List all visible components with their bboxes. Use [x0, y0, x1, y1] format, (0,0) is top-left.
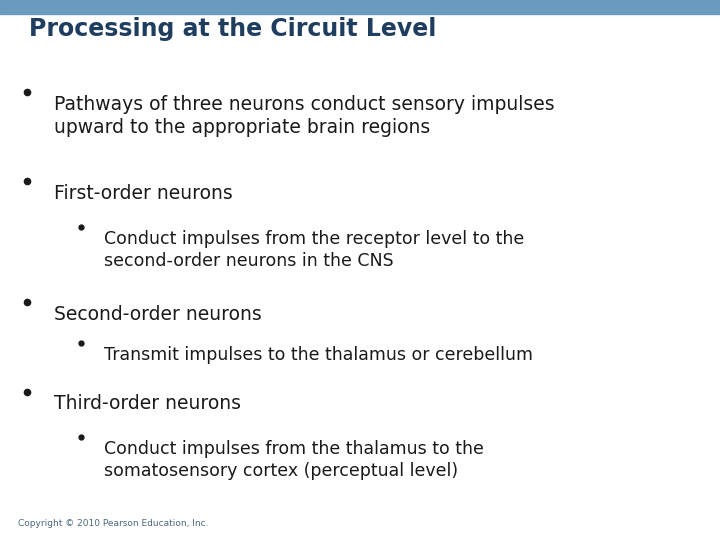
- Text: Processing at the Circuit Level: Processing at the Circuit Level: [29, 17, 436, 40]
- Text: Transmit impulses to the thalamus or cerebellum: Transmit impulses to the thalamus or cer…: [104, 346, 534, 363]
- Text: Pathways of three neurons conduct sensory impulses
upward to the appropriate bra: Pathways of three neurons conduct sensor…: [54, 94, 554, 137]
- Text: Conduct impulses from the thalamus to the
somatosensory cortex (perceptual level: Conduct impulses from the thalamus to th…: [104, 440, 485, 480]
- Text: Second-order neurons: Second-order neurons: [54, 305, 262, 324]
- Text: Copyright © 2010 Pearson Education, Inc.: Copyright © 2010 Pearson Education, Inc.: [18, 519, 209, 528]
- Bar: [0, 0, 720, 14]
- Text: Conduct impulses from the receptor level to the
second-order neurons in the CNS: Conduct impulses from the receptor level…: [104, 230, 525, 269]
- Text: First-order neurons: First-order neurons: [54, 184, 233, 202]
- Text: Third-order neurons: Third-order neurons: [54, 394, 241, 413]
